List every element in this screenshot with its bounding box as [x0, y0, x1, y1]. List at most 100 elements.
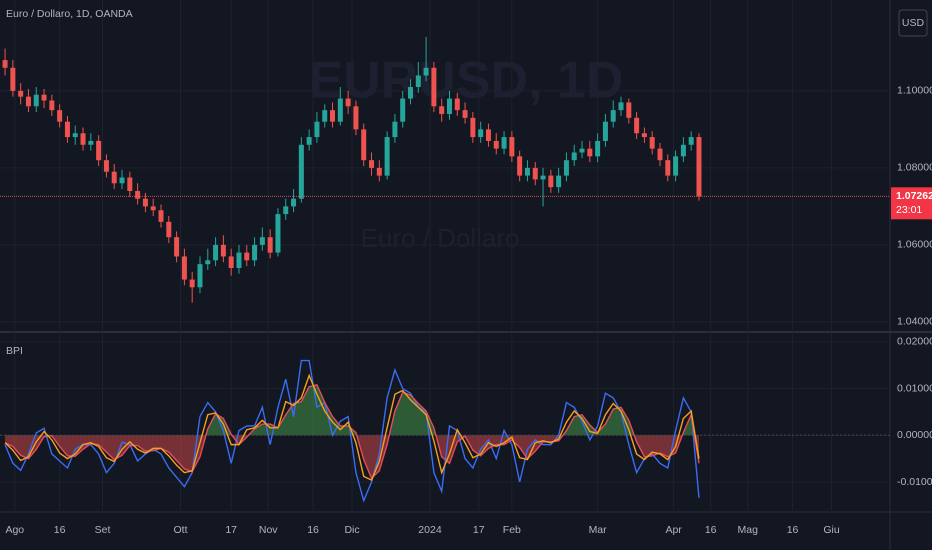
currency-label[interactable]: USD — [902, 17, 925, 29]
x-tick-label: 17 — [473, 524, 485, 536]
x-tick-label: 17 — [225, 524, 237, 536]
candle-body — [158, 210, 164, 222]
candle-body — [64, 121, 70, 138]
x-tick-label: Nov — [259, 524, 278, 536]
y-tick-label: 0.00000 — [897, 429, 932, 441]
watermark: EURUSD, 1D — [309, 52, 624, 110]
y-tick-label: 1.04000 — [897, 316, 932, 328]
last-price-label: 1.07262 — [896, 190, 932, 202]
indicator-line — [4, 373, 700, 482]
x-tick-label: 16 — [307, 524, 319, 536]
candle-body — [446, 98, 452, 114]
candle-body — [400, 98, 406, 122]
candle-body — [423, 67, 429, 76]
candle-body — [524, 167, 530, 176]
candle-body — [673, 156, 679, 176]
candle-body — [470, 117, 476, 138]
candle-body — [688, 137, 694, 145]
x-tick-label: 2024 — [418, 524, 442, 536]
candle-body — [119, 177, 125, 184]
x-tick-label: Ott — [173, 524, 187, 536]
x-tick-label: Ago — [5, 524, 24, 536]
candle-body — [41, 94, 47, 101]
x-tick-label: Mag — [737, 524, 758, 536]
candle-body — [259, 237, 265, 245]
candle-body — [228, 256, 234, 269]
x-tick-label: Set — [95, 524, 111, 536]
candle-body — [478, 129, 484, 138]
candle-body — [10, 67, 16, 91]
x-tick-label: Dic — [344, 524, 359, 536]
candle-body — [150, 206, 156, 211]
y-tick-label: -0.01000 — [897, 476, 932, 488]
indicator-line — [4, 359, 700, 503]
candle-body — [275, 214, 281, 253]
candle-body — [291, 198, 297, 207]
candle-body — [57, 110, 63, 122]
candle-body — [376, 167, 382, 176]
candle-body — [111, 171, 117, 184]
y-tick-label: 1.08000 — [897, 162, 932, 174]
y-tick-label: 0.02000 — [897, 336, 932, 348]
candle-body — [322, 110, 328, 122]
x-tick-label: 16 — [705, 524, 717, 536]
x-tick-label: Apr — [665, 524, 682, 536]
candle-body — [634, 117, 640, 134]
candle-body — [407, 87, 413, 99]
candle-body — [493, 140, 499, 149]
candle-body — [330, 110, 336, 122]
candle-body — [96, 140, 102, 161]
candle-body — [103, 160, 109, 172]
currency-button[interactable] — [898, 9, 928, 37]
x-tick-label: Feb — [503, 524, 521, 536]
candle-body — [532, 167, 538, 180]
candle-body — [540, 175, 546, 180]
candle-body — [556, 175, 562, 188]
area-negative — [5, 435, 699, 479]
indicator-title: BPI — [6, 345, 23, 357]
candle-body — [49, 100, 55, 111]
candle-body — [2, 60, 8, 68]
candle-body — [415, 75, 421, 88]
candle-body — [18, 90, 24, 97]
watermark-subtitle: Euro / Dollaro — [361, 223, 520, 253]
candle-body — [88, 140, 94, 145]
candle-body — [166, 221, 172, 238]
candle-body — [80, 133, 86, 145]
candle-body — [25, 96, 31, 107]
candle-body — [189, 279, 195, 288]
candle-body — [548, 175, 554, 188]
candle-body — [485, 129, 491, 141]
x-tick-label: 16 — [787, 524, 799, 536]
candle-body — [252, 244, 258, 261]
candle-body — [142, 198, 148, 207]
candle-body — [298, 144, 304, 199]
y-tick-label: 0.01000 — [897, 382, 932, 394]
candle-body — [353, 106, 359, 130]
candle-body — [244, 252, 250, 261]
candle-body — [306, 137, 312, 145]
candle-body — [610, 110, 616, 122]
last-price-badge — [891, 187, 932, 220]
candle-body — [135, 190, 141, 199]
candle-body — [439, 106, 445, 114]
candle-body — [431, 67, 437, 107]
candle-body — [680, 144, 686, 157]
candle-body — [174, 237, 180, 257]
candle-body — [517, 156, 523, 176]
y-tick-label: 1.06000 — [897, 239, 932, 251]
candle-body — [345, 98, 351, 107]
candle-body — [602, 121, 608, 141]
candle-body — [205, 260, 211, 265]
candle-body — [220, 244, 226, 257]
candle-body — [127, 177, 133, 191]
chart-title: Euro / Dollaro, 1D, OANDA — [6, 8, 133, 20]
candle-body — [283, 206, 289, 215]
x-tick-label: Giu — [823, 524, 840, 536]
candle-body — [641, 133, 647, 138]
candle-body — [571, 152, 577, 161]
indicator-line — [4, 384, 700, 480]
candle-body — [509, 137, 515, 157]
